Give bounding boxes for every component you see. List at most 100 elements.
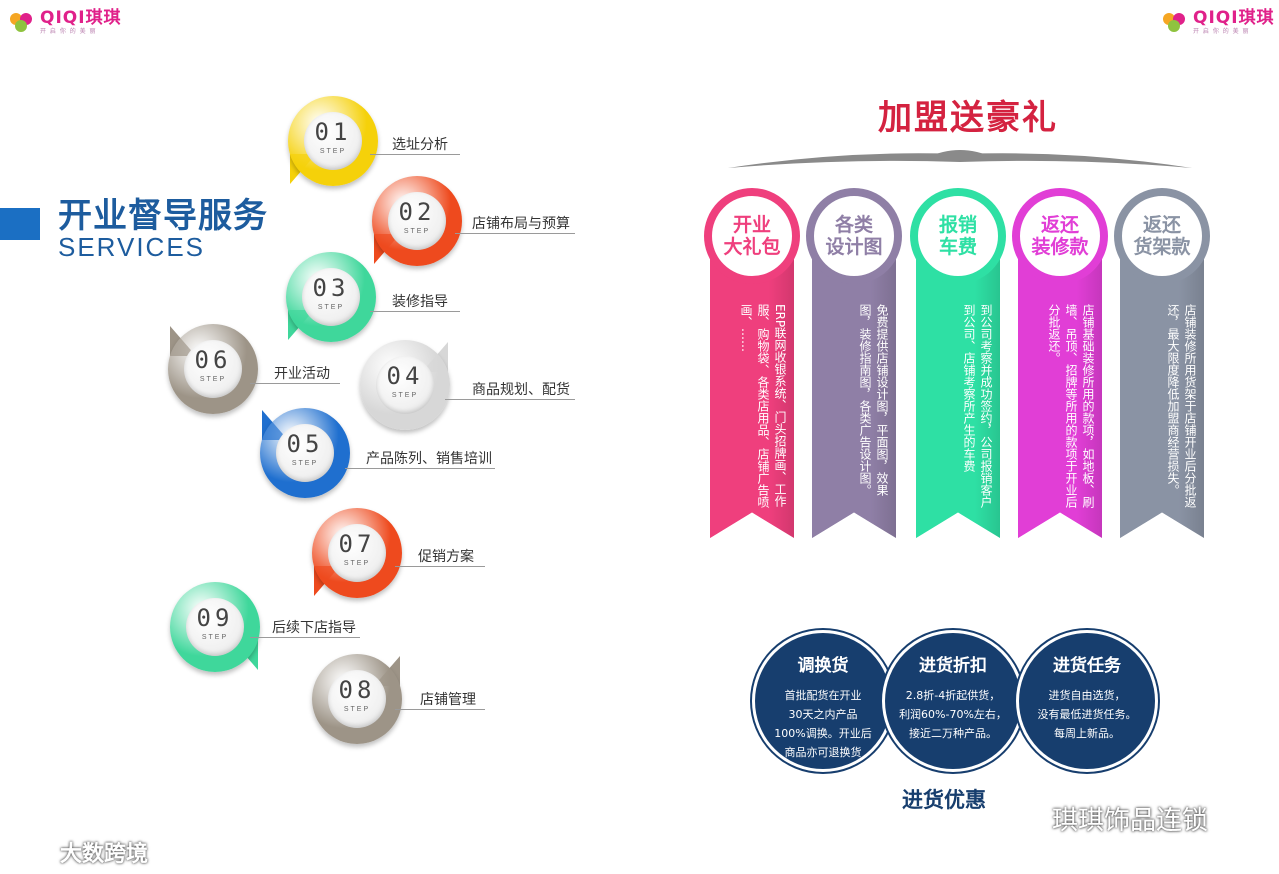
step-label: STEP <box>343 560 371 567</box>
ribbon-cap: 返还 货架款 <box>1114 188 1210 284</box>
step-number: 02 <box>398 198 436 226</box>
step-inner-disc <box>276 424 334 482</box>
ribbon-cap-text: 返还 货架款 <box>1133 214 1191 258</box>
purchase-disc-text: 首批配货在开业 30天之内产品 100%调换。开业后 商品亦可退换货 <box>774 689 872 759</box>
ribbon-description: 到公司考察并成功签约，公司报销客户到公司、店铺考察所产生的车费 <box>962 304 993 508</box>
step-badge-03: 03 STEP <box>286 252 376 342</box>
step-label: STEP <box>343 706 371 713</box>
step-underline <box>250 383 340 384</box>
ribbon-description: ERP联网收银系统、门头招牌画、工作服、购物袋、各类店用品、店铺广告喷画、…… <box>739 304 787 508</box>
brand-tagline: 开 启 你 的 美 丽 <box>1193 27 1250 35</box>
step-inner-disc <box>302 268 360 326</box>
gift-ribbon-5: 返还 货架款店铺装修所用货架于店铺开业后分批返还，最大限度降低加盟商经营损失。 <box>1114 188 1210 538</box>
step-number: 08 <box>338 676 376 704</box>
ribbon-cap: 返还 装修款 <box>1012 188 1108 284</box>
step-label: STEP <box>317 304 345 311</box>
watermark-left-text: 大数跨境 <box>60 842 149 867</box>
ribbon-cap: 报销 车费 <box>910 188 1006 284</box>
step-inner-disc <box>376 356 434 414</box>
step-underline <box>345 468 495 469</box>
ribbon-cap-text: 各类 设计图 <box>825 214 883 258</box>
ribbon-description: 店铺基础装修所用的款项，如地板、刷墙、吊顶、招牌等所用的款项于开业后分批返还。 <box>1047 304 1095 508</box>
gift-ribbon-4: 返还 装修款店铺基础装修所用的款项，如地板、刷墙、吊顶、招牌等所用的款项于开业后… <box>1012 188 1108 538</box>
title-swoosh <box>728 150 1192 168</box>
ribbon-description: 免费提供店铺设计图，平面图，效果图，装修指南图，各类广告设计图。 <box>858 304 889 496</box>
step-underline <box>370 311 460 312</box>
purchase-disc-heading: 进货任务 <box>1053 656 1121 676</box>
step-label: STEP <box>199 376 227 383</box>
step-label: STEP <box>201 634 229 641</box>
purchase-disc-3: 进货任务进货自由选货， 没有最低进货任务。 每周上新品。 <box>1016 630 1158 772</box>
step-badge-09: 09 STEP <box>170 582 260 672</box>
step-badge-04: 04 STEP <box>360 340 450 430</box>
section-marker <box>0 208 40 240</box>
step-text-04: 商品规划、配货 <box>472 382 570 398</box>
ribbon-cap-text: 开业 大礼包 <box>723 214 781 258</box>
step-text-03: 装修指导 <box>392 294 448 310</box>
step-inner-disc <box>388 192 446 250</box>
step-number: 09 <box>196 604 234 632</box>
step-underline <box>395 566 485 567</box>
step-underline <box>370 154 460 155</box>
step-badge-08: 08 STEP <box>312 654 402 744</box>
heart-logo-icon <box>10 11 36 33</box>
brand-name-cn: 琪琪 <box>85 7 122 28</box>
step-badge-07: 07 STEP <box>312 508 402 598</box>
step-number: 03 <box>312 274 350 302</box>
heart-logo-icon <box>1163 11 1189 33</box>
ribbon-description: 店铺装修所用货架于店铺开业后分批返还，最大限度降低加盟商经营损失。 <box>1166 304 1197 508</box>
services-title: 开业督导服务 <box>58 196 268 236</box>
ribbon-cap-text: 返还 装修款 <box>1031 214 1089 258</box>
step-number: 05 <box>286 430 324 458</box>
step-text-07: 促销方案 <box>418 549 474 565</box>
wechat-icon <box>1010 805 1044 832</box>
step-number: 06 <box>194 346 232 374</box>
step-text-06: 开业活动 <box>274 366 330 382</box>
step-underline <box>250 637 360 638</box>
brand-name-cn: 琪琪 <box>1238 7 1275 28</box>
watermark-right-text: 琪琪饰品连锁 <box>1052 806 1209 836</box>
step-number: 01 <box>314 118 352 146</box>
brand-logo-left: QIQI琪琪 开 启 你 的 美 丽 <box>10 8 122 36</box>
logo-mark-icon <box>12 842 54 862</box>
ribbon-cap: 开业 大礼包 <box>704 188 800 284</box>
watermark-right: 琪琪饰品连锁 <box>1010 800 1208 837</box>
step-text-05: 产品陈列、销售培训 <box>366 451 492 467</box>
brand-name-latin: QIQI <box>1193 7 1239 28</box>
gift-ribbon-1: 开业 大礼包 ERP联网收银系统、门头招牌画、工作服、购物袋、各类店用品、店铺广告… <box>704 188 800 538</box>
step-inner-disc <box>184 340 242 398</box>
step-badge-05: 05 STEP <box>260 408 350 498</box>
purchase-title: 进货优惠 <box>902 788 986 812</box>
step-label: STEP <box>403 228 431 235</box>
step-number: 04 <box>386 362 424 390</box>
step-label: STEP <box>319 148 347 155</box>
purchase-disc-heading: 调换货 <box>797 656 849 676</box>
step-inner-disc <box>328 524 386 582</box>
step-text-08: 店铺管理 <box>420 692 476 708</box>
step-underline <box>445 399 575 400</box>
step-label: STEP <box>391 392 419 399</box>
services-subtitle: SERVICES <box>58 232 206 262</box>
ribbon-cap-text: 报销 车费 <box>938 214 977 258</box>
step-badge-01: 01 STEP <box>288 96 378 186</box>
step-underline <box>455 233 575 234</box>
brand-logo-right: QIQI琪琪 开 启 你 的 美 丽 <box>1163 8 1275 36</box>
purchase-disc-1: 调换货首批配货在开业 30天之内产品 100%调换。开业后 商品亦可退换货 <box>752 630 894 772</box>
purchase-disc-text: 进货自由选货， 没有最低进货任务。 每周上新品。 <box>1037 689 1137 740</box>
step-inner-disc <box>304 112 362 170</box>
step-badge-02: 02 STEP <box>372 176 462 266</box>
step-label: STEP <box>291 460 319 467</box>
gift-ribbon-2: 各类 设计图免费提供店铺设计图，平面图，效果图，装修指南图，各类广告设计图。 <box>806 188 902 538</box>
step-number: 07 <box>338 530 376 558</box>
purchase-disc-2: 进货折扣 2.8折-4折起供货， 利润60%-70%左右， 接近二万种产品。 <box>882 630 1024 772</box>
step-text-01: 选址分析 <box>392 137 448 153</box>
purchase-disc-heading: 进货折扣 <box>919 656 987 676</box>
watermark-left: 大数跨境 <box>12 836 148 868</box>
step-badge-06: 06 STEP <box>168 324 258 414</box>
gift-title: 加盟送豪礼 <box>878 98 1058 138</box>
step-text-02: 店铺布局与预算 <box>472 216 570 232</box>
ribbon-cap: 各类 设计图 <box>806 188 902 284</box>
brand-name-latin: QIQI <box>40 7 86 28</box>
brand-tagline: 开 启 你 的 美 丽 <box>40 27 97 35</box>
step-inner-disc <box>328 670 386 728</box>
